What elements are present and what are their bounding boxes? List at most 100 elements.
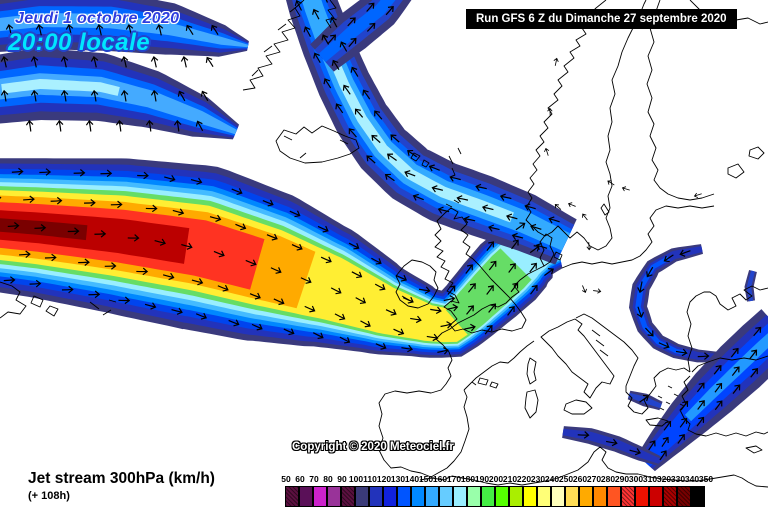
wind-arrow-icon: [177, 90, 186, 102]
wind-arrow-icon: [605, 438, 618, 447]
legend-tick-label: 130: [390, 474, 406, 484]
wind-arrow-icon: [120, 89, 129, 102]
wind-arrow-icon: [366, 155, 376, 164]
wind-arrow-icon: [530, 223, 542, 231]
wind-arrow-icon: [118, 296, 131, 305]
wind-arrow-icon: [582, 285, 587, 294]
wind-arrow-icon: [384, 173, 395, 182]
wind-arrow-icon: [339, 41, 348, 52]
wind-arrow-icon: [145, 119, 154, 132]
wind-arrow-icon: [73, 169, 86, 177]
wind-arrow-icon: [385, 5, 394, 16]
coastline: [89, 299, 117, 316]
legend-cell: [509, 486, 523, 507]
wind-arrow-icon: [110, 200, 123, 209]
copyright-label: Copyright © 2020 Meteociel.fr: [292, 441, 454, 453]
coastline: [378, 265, 545, 478]
wind-arrow-icon: [342, 84, 351, 95]
wind-arrow-icon: [713, 364, 722, 375]
wind-arrow-icon: [396, 274, 408, 282]
wind-arrow-icon: [486, 241, 494, 252]
wind-arrow-icon: [393, 328, 405, 336]
wind-arrow-icon: [456, 195, 469, 203]
wind-arrow-icon: [335, 103, 344, 114]
legend-cell: [537, 486, 551, 507]
coastline: [477, 377, 489, 386]
wind-arrow-icon: [94, 230, 107, 238]
coastline: [463, 340, 535, 391]
wind-arrow-icon: [488, 224, 500, 232]
legend-cell: [565, 486, 579, 507]
jet-stream-band: [632, 246, 720, 360]
wind-arrow-icon: [145, 204, 158, 213]
legend-cell: [453, 486, 467, 507]
wind-arrow-icon: [544, 147, 550, 156]
coastline: [645, 417, 669, 427]
wind-arrow-icon: [95, 23, 104, 36]
wind-arrow-icon: [235, 223, 247, 231]
wind-arrow-icon: [749, 349, 758, 360]
legend-cell: [523, 486, 537, 507]
wind-arrow-icon: [404, 170, 416, 178]
wind-arrow-icon: [90, 89, 99, 102]
wind-arrow-icon: [510, 282, 519, 293]
legend-tick-label: 290: [614, 474, 630, 484]
wind-arrow-icon: [181, 242, 193, 250]
wind-arrow-icon: [696, 416, 705, 427]
jet-stream-band: [301, 0, 571, 251]
wind-arrow-icon: [515, 222, 526, 231]
jet-stream-band: [318, 0, 396, 63]
wind-arrow-icon: [371, 257, 382, 265]
map-title: Jet stream 300hPa (km/h): [28, 470, 215, 487]
legend-tick-label: 150: [418, 474, 434, 484]
wind-arrow-icon: [463, 215, 476, 224]
wind-arrow-icon: [125, 23, 134, 36]
legend-cell: [355, 486, 369, 507]
wind-arrow-icon: [475, 183, 487, 192]
coastlines: [0, 0, 768, 488]
wind-arrow-icon: [714, 400, 723, 411]
wind-arrow-icon: [270, 267, 282, 274]
coastline: [748, 146, 765, 160]
wind-arrow-icon: [658, 342, 670, 349]
wind-arrow-icon: [320, 256, 332, 264]
wind-arrow-icon: [144, 302, 157, 310]
legend-tick-label: 240: [544, 474, 560, 484]
wind-arrow-icon: [639, 394, 650, 403]
legend-tick-label: 270: [586, 474, 602, 484]
wind-arrow-icon: [249, 292, 261, 300]
wind-arrow-icon: [210, 24, 219, 35]
wind-arrow-icon: [0, 193, 2, 202]
wind-arrow-icon: [164, 174, 176, 183]
wind-arrow-icon: [162, 272, 175, 281]
jet-stream-bands: [0, 0, 768, 472]
wind-arrow-icon: [530, 284, 538, 295]
wind-arrow-icon: [730, 347, 739, 358]
jet-stream-band: [0, 13, 249, 48]
legend-cell: [341, 486, 355, 507]
wind-arrow-icon: [330, 287, 342, 295]
wind-arrow-icon: [644, 327, 654, 337]
wind-arrow-icon: [44, 253, 57, 262]
wind-arrow-icon: [693, 192, 702, 198]
legend-tick-label: 110: [363, 474, 377, 484]
wind-arrow-icon: [115, 119, 124, 132]
wind-arrow-icon: [484, 325, 493, 335]
coastline: [283, 135, 349, 159]
forecast-date-label: Jeudi 1 octobre 2020: [15, 10, 180, 27]
legend-cell: [663, 486, 677, 507]
forecast-time-label: 20:00 locale: [8, 29, 151, 56]
wind-arrow-icon: [294, 0, 303, 11]
legend-cell: [495, 486, 509, 507]
legend-cell: [481, 486, 495, 507]
coastline: [727, 163, 745, 179]
legend-tick-label: 200: [488, 474, 504, 484]
coastline: [0, 281, 27, 319]
legend-tick-label: 60: [295, 474, 305, 484]
wind-arrow-icon: [466, 305, 474, 315]
legend-tick-label: 70: [309, 474, 319, 484]
coastline: [45, 305, 59, 317]
wind-arrow-icon: [697, 352, 710, 360]
color-scale-legend: 50 60 70 80 90 100 110 120 130 140 150 160 170 180 190…: [281, 474, 726, 510]
wind-arrow-icon: [696, 382, 705, 393]
